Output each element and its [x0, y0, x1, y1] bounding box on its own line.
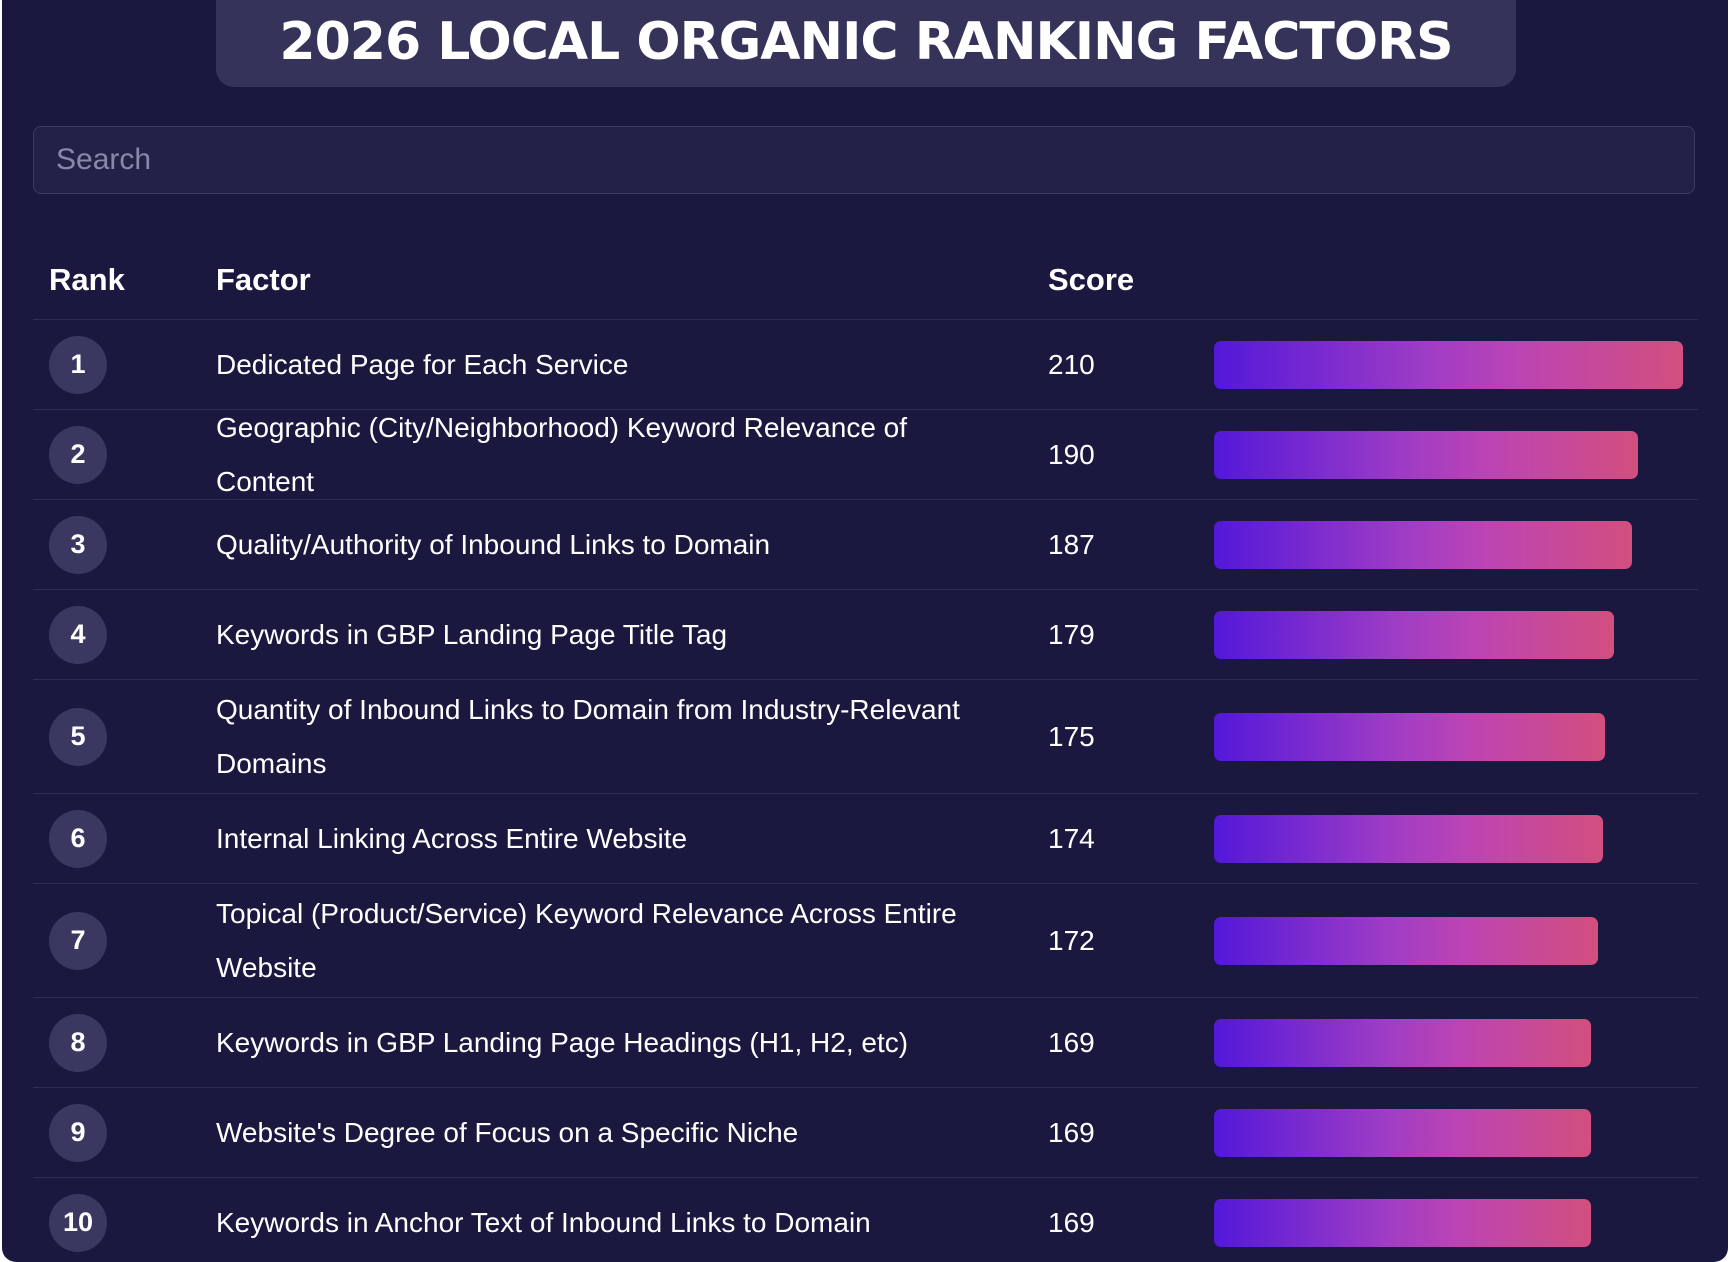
score-value: 169: [1048, 1116, 1095, 1148]
page-title: 2026 LOCAL ORGANIC RANKING FACTORS: [279, 11, 1453, 72]
table-body: 1 Dedicated Page for Each Service 210 2 Geog…: [33, 320, 1698, 1262]
score-bar: [1214, 520, 1632, 569]
score-value: 187: [1048, 528, 1095, 560]
score-value: 169: [1048, 1206, 1095, 1238]
rank-badge: 3: [49, 515, 107, 574]
search-input[interactable]: [33, 126, 1695, 194]
score-bar: [1214, 610, 1614, 659]
table-row: 1 Dedicated Page for Each Service 210: [33, 320, 1698, 410]
factor-label: Keywords in Anchor Text of Inbound Links…: [216, 1206, 871, 1238]
table-row: 2 Geographic (City/Neighborhood) Keyword …: [33, 410, 1698, 500]
factor-label: Quality/Authority of Inbound Links to Do…: [216, 528, 771, 560]
score-value: 172: [1048, 924, 1095, 956]
score-value: 175: [1048, 720, 1095, 752]
factor-label: Dedicated Page for Each Service: [216, 348, 629, 380]
score-bar: [1214, 340, 1683, 389]
rank-badge: 6: [49, 809, 107, 868]
score-value: 179: [1048, 618, 1095, 650]
score-bar: [1214, 1018, 1591, 1067]
score-value: 169: [1048, 1026, 1095, 1058]
score-value: 210: [1048, 348, 1095, 380]
table-row: 3 Quality/Authority of Inbound Links to D…: [33, 500, 1698, 590]
factor-label: Geographic (City/Neighborhood) Keyword R…: [216, 411, 908, 497]
table-row: 5 Quantity of Inbound Links to Domain fro…: [33, 680, 1698, 794]
score-bar: [1214, 814, 1603, 863]
table-row: 7 Topical (Product/Service) Keyword Relev…: [33, 884, 1698, 998]
score-bar: [1214, 712, 1605, 761]
score-bar: [1214, 1198, 1591, 1247]
score-bar: [1214, 1108, 1591, 1157]
table-row: 10 Keywords in Anchor Text of Inbound Lin…: [33, 1178, 1698, 1262]
score-bar: [1214, 916, 1598, 965]
factor-label: Keywords in GBP Landing Page Headings (H…: [216, 1026, 909, 1058]
factor-label: Quantity of Inbound Links to Domain from…: [216, 693, 960, 779]
factor-label: Website's Degree of Focus on a Specific …: [216, 1116, 799, 1148]
factor-label: Topical (Product/Service) Keyword Releva…: [216, 897, 957, 983]
rank-badge: 10: [49, 1193, 107, 1252]
rank-badge: 8: [49, 1013, 107, 1072]
table-row: 4 Keywords in GBP Landing Page Title Tag 1…: [33, 590, 1698, 680]
column-header-factor[interactable]: Factor: [216, 262, 311, 297]
title-tab: 2026 LOCAL ORGANIC RANKING FACTORS: [216, 0, 1516, 87]
rank-badge: 1: [49, 335, 107, 394]
rank-badge: 2: [49, 425, 107, 484]
rank-badge: 5: [49, 707, 107, 766]
factor-label: Internal Linking Across Entire Website: [216, 822, 688, 854]
column-header-score[interactable]: Score: [1048, 262, 1135, 297]
table-header: Rank Factor Score: [33, 240, 1698, 320]
rank-badge: 9: [49, 1103, 107, 1162]
score-value: 174: [1048, 822, 1095, 854]
table-row: 8 Keywords in GBP Landing Page Headings (…: [33, 998, 1698, 1088]
rank-badge: 4: [49, 605, 107, 664]
score-value: 190: [1048, 438, 1095, 470]
score-bar: [1214, 430, 1638, 479]
table-row: 9 Website's Degree of Focus on a Specific…: [33, 1088, 1698, 1178]
rank-badge: 7: [49, 911, 107, 970]
table-row: 6 Internal Linking Across Entire Website 1…: [33, 794, 1698, 884]
factor-label: Keywords in GBP Landing Page Title Tag: [216, 618, 728, 650]
column-header-rank[interactable]: Rank: [49, 262, 125, 297]
